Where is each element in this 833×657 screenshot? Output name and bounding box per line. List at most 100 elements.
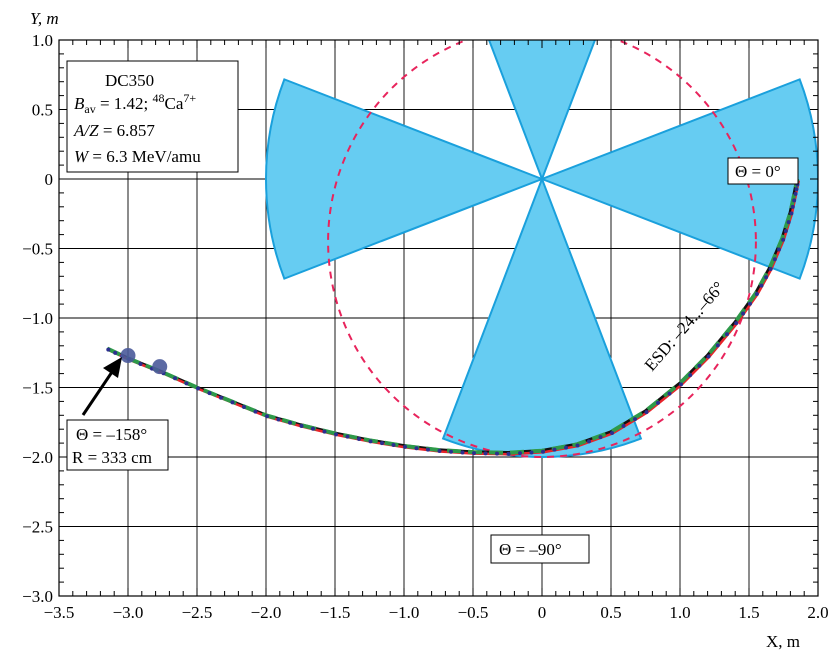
y-tick-label: −1.0 bbox=[22, 309, 53, 328]
trajectory-dot bbox=[552, 447, 557, 452]
trajectory-dot bbox=[786, 220, 791, 225]
trajectory-dot bbox=[265, 414, 269, 419]
theta-90-text: Θ = –90° bbox=[499, 540, 562, 559]
info-box-line3: A/Z = 6.857 bbox=[73, 121, 155, 140]
trajectory-dot bbox=[790, 204, 795, 209]
isotope-element: Ca bbox=[165, 94, 184, 113]
trajectory-dot bbox=[789, 211, 794, 216]
trajectory-dot bbox=[621, 424, 626, 429]
start-arrow-head bbox=[103, 357, 122, 378]
trajectory-dot bbox=[564, 445, 568, 450]
y-tick-label: −1.5 bbox=[22, 379, 53, 398]
trajectory-dot bbox=[437, 449, 442, 454]
trajectory-line-red bbox=[108, 180, 801, 456]
x-tick-label: −3.5 bbox=[44, 603, 75, 622]
trajectory-dot bbox=[518, 451, 522, 456]
magnet-sector bbox=[441, 176, 643, 458]
trajectory-dot bbox=[688, 373, 693, 378]
trajectory-dot bbox=[207, 391, 212, 396]
info-box: DC350 Bav = 1.42; 48Ca7+ A/Z = 6.857 W =… bbox=[66, 60, 239, 173]
trajectory-dot bbox=[794, 187, 799, 192]
radius-value: R = 333 cm bbox=[72, 448, 152, 467]
plot-area bbox=[106, 40, 818, 458]
b-symbol: B bbox=[74, 94, 85, 113]
y-tick-label: 1.0 bbox=[32, 31, 53, 50]
trajectory-dot bbox=[741, 311, 746, 316]
trajectory-dot bbox=[334, 432, 338, 437]
x-axis-title: X, m bbox=[766, 632, 800, 651]
trajectory-dot bbox=[772, 257, 777, 262]
start-marker bbox=[152, 359, 168, 375]
trajectory-dot bbox=[472, 451, 476, 456]
trajectory-dot bbox=[345, 434, 350, 439]
x-tick-label: 0.5 bbox=[600, 603, 621, 622]
trajectory-dot bbox=[219, 395, 223, 400]
trajectory-dot bbox=[667, 391, 672, 396]
x-tick-label: −0.5 bbox=[458, 603, 489, 622]
trajectory-dot bbox=[414, 446, 419, 451]
trajectory-dot bbox=[368, 439, 373, 444]
trajectory-dot bbox=[495, 451, 499, 456]
trajectory-dot bbox=[759, 283, 764, 288]
x-tick-label: 0 bbox=[538, 603, 547, 622]
trajectory-dot bbox=[426, 447, 430, 452]
y-tick-label: −2.5 bbox=[22, 518, 53, 537]
tick-labels: −3.5 −3.0 −2.5 −2.0 −1.5 −1.0 −0.5 0 0.5 1.0 1.5 2.… bbox=[22, 31, 828, 622]
x-tick-label: −1.5 bbox=[320, 603, 351, 622]
y-tick-label: 0 bbox=[45, 170, 54, 189]
trajectory-dot bbox=[253, 409, 258, 414]
dashed-circle bbox=[327, 40, 757, 458]
x-tick-label: 2.0 bbox=[807, 603, 828, 622]
esd-label: ESD: –24...–66° bbox=[641, 278, 729, 375]
trajectory-dot bbox=[764, 275, 769, 280]
start-point-label: Θ = –158° R = 333 cm bbox=[66, 357, 169, 471]
magnet-sector bbox=[487, 40, 597, 182]
trajectory-dot bbox=[656, 400, 660, 405]
trajectory-dot bbox=[322, 429, 327, 434]
info-box-line4: W = 6.3 MeV/amu bbox=[74, 147, 201, 166]
y-tick-label: −3.0 bbox=[22, 587, 53, 606]
trajectory-dot bbox=[483, 451, 488, 456]
trajectory-dot bbox=[357, 437, 361, 442]
info-box-line2: Bav = 1.42; 48Ca7+ bbox=[74, 91, 196, 116]
x-tick-label: −2.5 bbox=[182, 603, 213, 622]
x-tick-label: −2.0 bbox=[251, 603, 282, 622]
y-tick-label: 0.5 bbox=[32, 101, 53, 120]
trajectory-dot bbox=[299, 424, 304, 429]
ticks bbox=[58, 39, 819, 597]
w-symbol: W bbox=[74, 147, 90, 166]
trajectory-dot bbox=[106, 347, 111, 352]
y-axis-title-text: Y, m bbox=[30, 9, 59, 28]
az-value: = 6.857 bbox=[99, 121, 156, 140]
theta-158-text: Θ = –158° bbox=[76, 425, 147, 444]
trajectory-dot bbox=[184, 381, 189, 386]
theta-90-frame bbox=[490, 534, 590, 564]
trajectory-dot bbox=[242, 405, 246, 410]
trajectory-dot bbox=[276, 417, 281, 422]
isotope-charge: 7+ bbox=[183, 91, 196, 105]
trajectory-dot bbox=[748, 301, 752, 306]
theta-zero-frame bbox=[727, 157, 799, 185]
trajectory-dot bbox=[768, 266, 773, 271]
trajectory-dot bbox=[506, 451, 511, 456]
trajectory-dot bbox=[725, 332, 729, 337]
magnet-sector bbox=[265, 78, 545, 280]
trajectory-dot bbox=[196, 386, 200, 391]
b-subscript: av bbox=[84, 102, 95, 116]
trajectory-dot bbox=[734, 321, 739, 326]
start-arrow-line bbox=[81, 368, 116, 416]
trajectory-dot bbox=[610, 430, 614, 435]
trajectory-dot bbox=[776, 247, 781, 252]
trajectory-dot bbox=[644, 410, 649, 415]
start-point-frame bbox=[66, 419, 169, 471]
info-box-frame bbox=[66, 60, 239, 173]
y-axis-title: Y, m bbox=[30, 9, 59, 28]
trajectory-dot bbox=[113, 350, 118, 355]
trajectory-dot bbox=[715, 343, 720, 348]
trajectory-dot bbox=[403, 444, 407, 449]
trajectory-dot bbox=[697, 363, 702, 368]
grid bbox=[59, 40, 818, 596]
x-tick-label: −1.0 bbox=[389, 603, 420, 622]
b-value: = 1.42; bbox=[96, 94, 153, 113]
